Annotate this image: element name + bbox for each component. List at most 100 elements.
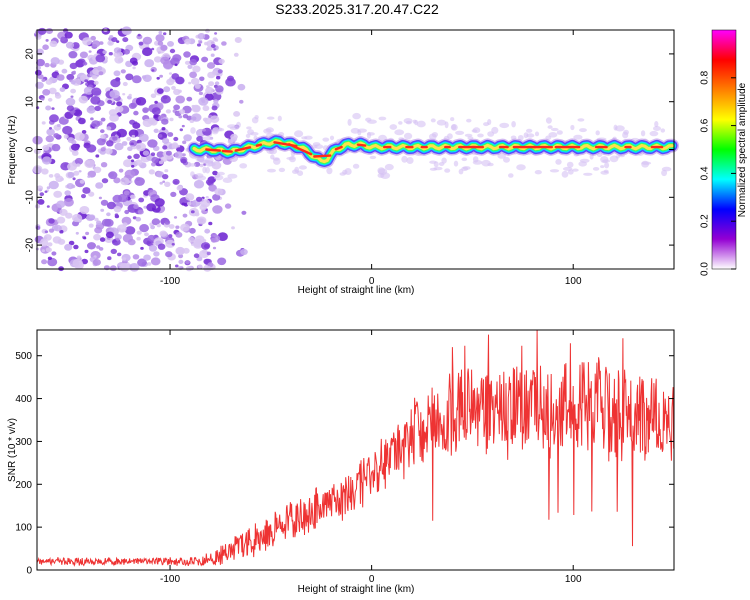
noise-blob [76,255,82,259]
noise-blob [107,256,112,261]
noise-blob [146,203,157,212]
noise-blob [66,73,75,81]
noise-blob [166,78,175,86]
halo-blob [455,130,465,135]
noise-blob [201,99,206,104]
noise-blob [123,49,130,55]
halo-blob [660,128,666,133]
noise-blob [73,170,80,176]
halo-blob [444,121,449,129]
noise-blob [116,101,123,107]
noise-blob [86,106,96,114]
noise-blob [142,150,150,156]
noise-blob [48,228,55,233]
noise-blob [95,182,104,189]
halo-blob [462,166,471,170]
noise-blob [133,110,139,116]
noise-blob [100,117,106,122]
noise-blob [165,150,172,156]
noise-blob [159,74,164,78]
halo-blob [322,137,330,142]
noise-blob [100,208,105,212]
halo-blob [477,133,484,138]
noise-blob [123,159,133,168]
noise-blob [142,118,153,128]
noise-blob [139,224,150,233]
noise-blob [153,128,159,133]
noise-blob [148,244,158,252]
noise-blob [194,212,200,217]
noise-blob [90,96,101,105]
noise-blob [212,170,218,176]
noise-blob [211,70,218,76]
halo-blob [579,128,587,133]
noise-blob [101,178,109,184]
noise-blob [186,96,193,102]
noise-blob [64,190,71,196]
noise-blob [213,99,219,104]
noise-blob [41,156,52,165]
noise-blob [121,228,126,233]
colorbar-tick-label: 0.0 [700,262,711,276]
noise-blob [42,89,51,96]
noise-blob [197,33,206,40]
halo-blob [195,173,204,179]
noise-blob [147,234,156,242]
noise-blob [193,253,200,258]
noise-blob [110,248,118,254]
noise-blob [132,254,140,260]
noise-blob [75,231,79,235]
halo-blob [236,121,241,128]
noise-blob [130,159,135,163]
noise-blob [158,30,163,35]
noise-blob [48,218,55,224]
noise-blob [93,80,99,85]
noise-blob [110,78,121,88]
halo-blob [292,169,299,174]
noise-blob [93,166,102,173]
noise-blob [217,69,223,74]
ridge-peak [255,143,263,147]
noise-blob [129,263,140,272]
noise-blob [144,59,155,68]
halo-blob [516,164,526,171]
noise-blob [82,37,93,46]
halo-blob [609,155,619,163]
noise-blob [73,244,79,250]
noise-blob [47,256,53,260]
noise-blob [208,81,215,87]
noise-blob [201,242,211,250]
noise-blob [72,177,76,181]
halo-blob [487,162,494,167]
noise-blob [189,227,196,234]
noise-blob [211,105,218,111]
ridge-peak [234,146,252,152]
noise-blob [108,171,118,180]
noise-blob [186,115,193,121]
noise-blob [199,76,205,82]
halo-blob [577,118,585,122]
noise-blob [99,41,104,45]
noise-blob [159,181,163,185]
halo-blob [526,128,533,133]
noise-blob [79,206,90,214]
noise-blob [192,65,201,73]
halo-blob [600,165,605,169]
noise-blob [66,183,75,190]
noise-blob [186,201,192,206]
noise-blob [63,198,74,207]
noise-blob [138,197,145,203]
noise-blob [143,254,151,261]
halo-blob [433,166,443,171]
noise-blob [172,178,180,185]
halo-blob [444,168,451,173]
noise-blob [124,209,130,215]
noise-blob [69,62,78,70]
noise-blob [49,127,52,130]
snr-frame [36,329,675,571]
noise-blob [72,70,76,74]
halo-blob [503,156,510,163]
noise-blob [104,218,114,227]
halo-blob [551,127,559,132]
